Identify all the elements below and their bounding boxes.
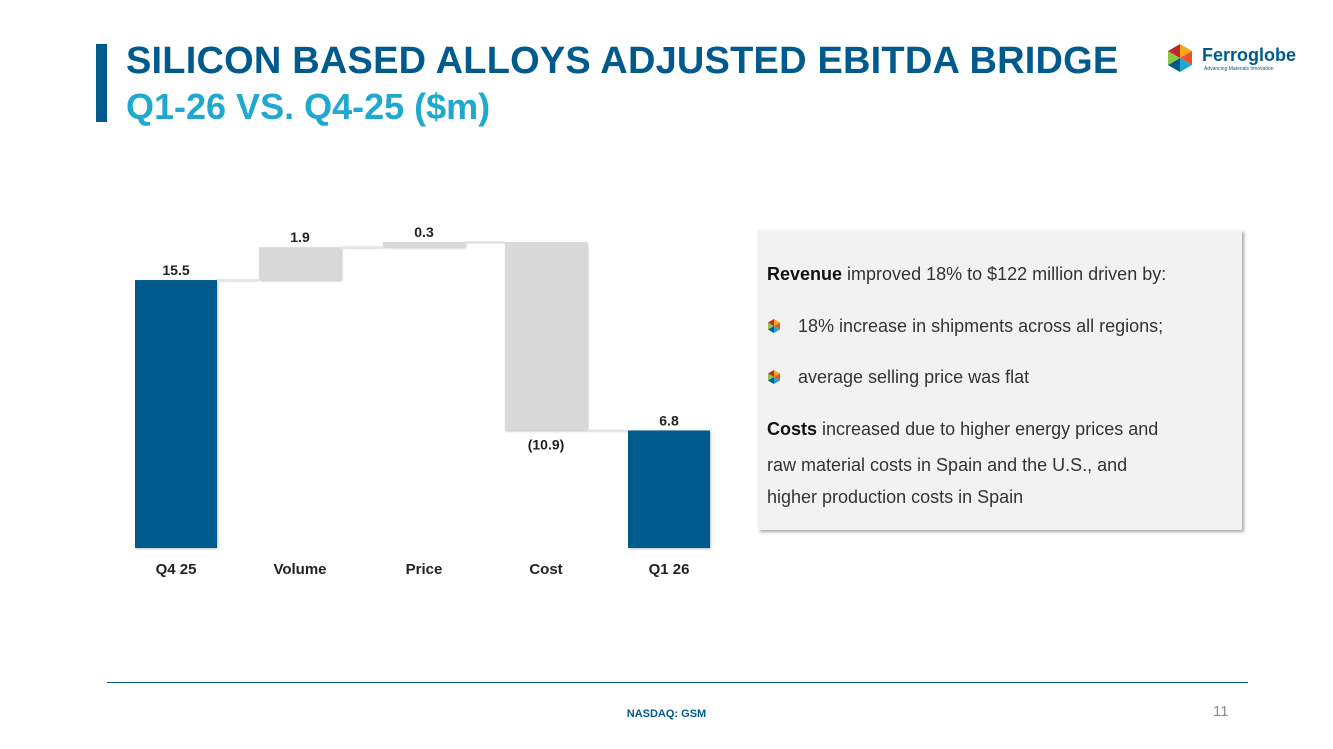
connector-line (587, 429, 628, 433)
page-subtitle: Q1-26 VS. Q4-25 ($m) (126, 86, 491, 127)
costs-line-2: raw material costs in Spain and the U.S.… (767, 455, 1128, 475)
costs-line-3: higher production costs in Spain (767, 487, 1024, 507)
bar-price (383, 242, 465, 248)
ferroglobe-logo-icon (1168, 44, 1192, 72)
category-label: Price (406, 561, 443, 578)
connector-line (465, 241, 505, 244)
costs-label: Costs (767, 419, 818, 439)
data-label: (10.9) (528, 436, 565, 452)
bar-q4-25 (135, 280, 217, 548)
revenue-label: Revenue (767, 264, 843, 284)
data-label: 0.3 (414, 224, 434, 240)
category-label: Q4 25 (156, 561, 197, 578)
bar-volume (259, 247, 341, 281)
connector-line (217, 279, 259, 283)
costs-line: Costs increased due to higher energy pri… (767, 419, 1158, 440)
category-label: Volume (273, 561, 326, 578)
data-label: 6.8 (659, 412, 679, 428)
bullet-shipments: 18% increase in shipments across all reg… (798, 316, 1164, 336)
costs-text: increased due to higher energy prices an… (817, 419, 1159, 439)
revenue-text: improved 18% to $122 million driven by: (842, 264, 1167, 284)
bar-cost (505, 242, 587, 431)
page-title: SILICON BASED ALLOYS ADJUSTED EBITDA BRI… (126, 40, 1119, 82)
data-label: 1.9 (290, 229, 310, 245)
bar-q1-26 (628, 430, 710, 548)
data-label: 15.5 (162, 262, 189, 278)
footer-divider (107, 682, 1248, 683)
category-label: Q1 26 (649, 561, 690, 578)
ebitda-bridge-chart: 15.5 Q4 25 1.9 Volume 0.3 Price (10.9) Cost 6.8 Q… (135, 224, 710, 578)
page-number: 11 (1213, 703, 1229, 720)
logo-wordmark: Ferroglobe (1202, 45, 1297, 65)
category-label: Cost (529, 561, 562, 578)
ferroglobe-logo: Ferroglobe Advancing Materials Innovatio… (1164, 42, 1304, 78)
bullet-selling-price: average selling price was flat (798, 367, 1030, 387)
revenue-line: Revenue improved 18% to $122 million dri… (767, 264, 1166, 285)
title-accent-bar (96, 44, 107, 122)
logo-tagline: Advancing Materials Innovation (1204, 66, 1274, 72)
bullet-globe-icon (768, 370, 780, 384)
footer-ticker: NASDAQ: GSM (626, 708, 707, 720)
commentary-box: Revenue improved 18% to $122 million dri… (758, 230, 1242, 530)
bullet-globe-icon (768, 319, 780, 333)
connector-line (341, 246, 383, 250)
